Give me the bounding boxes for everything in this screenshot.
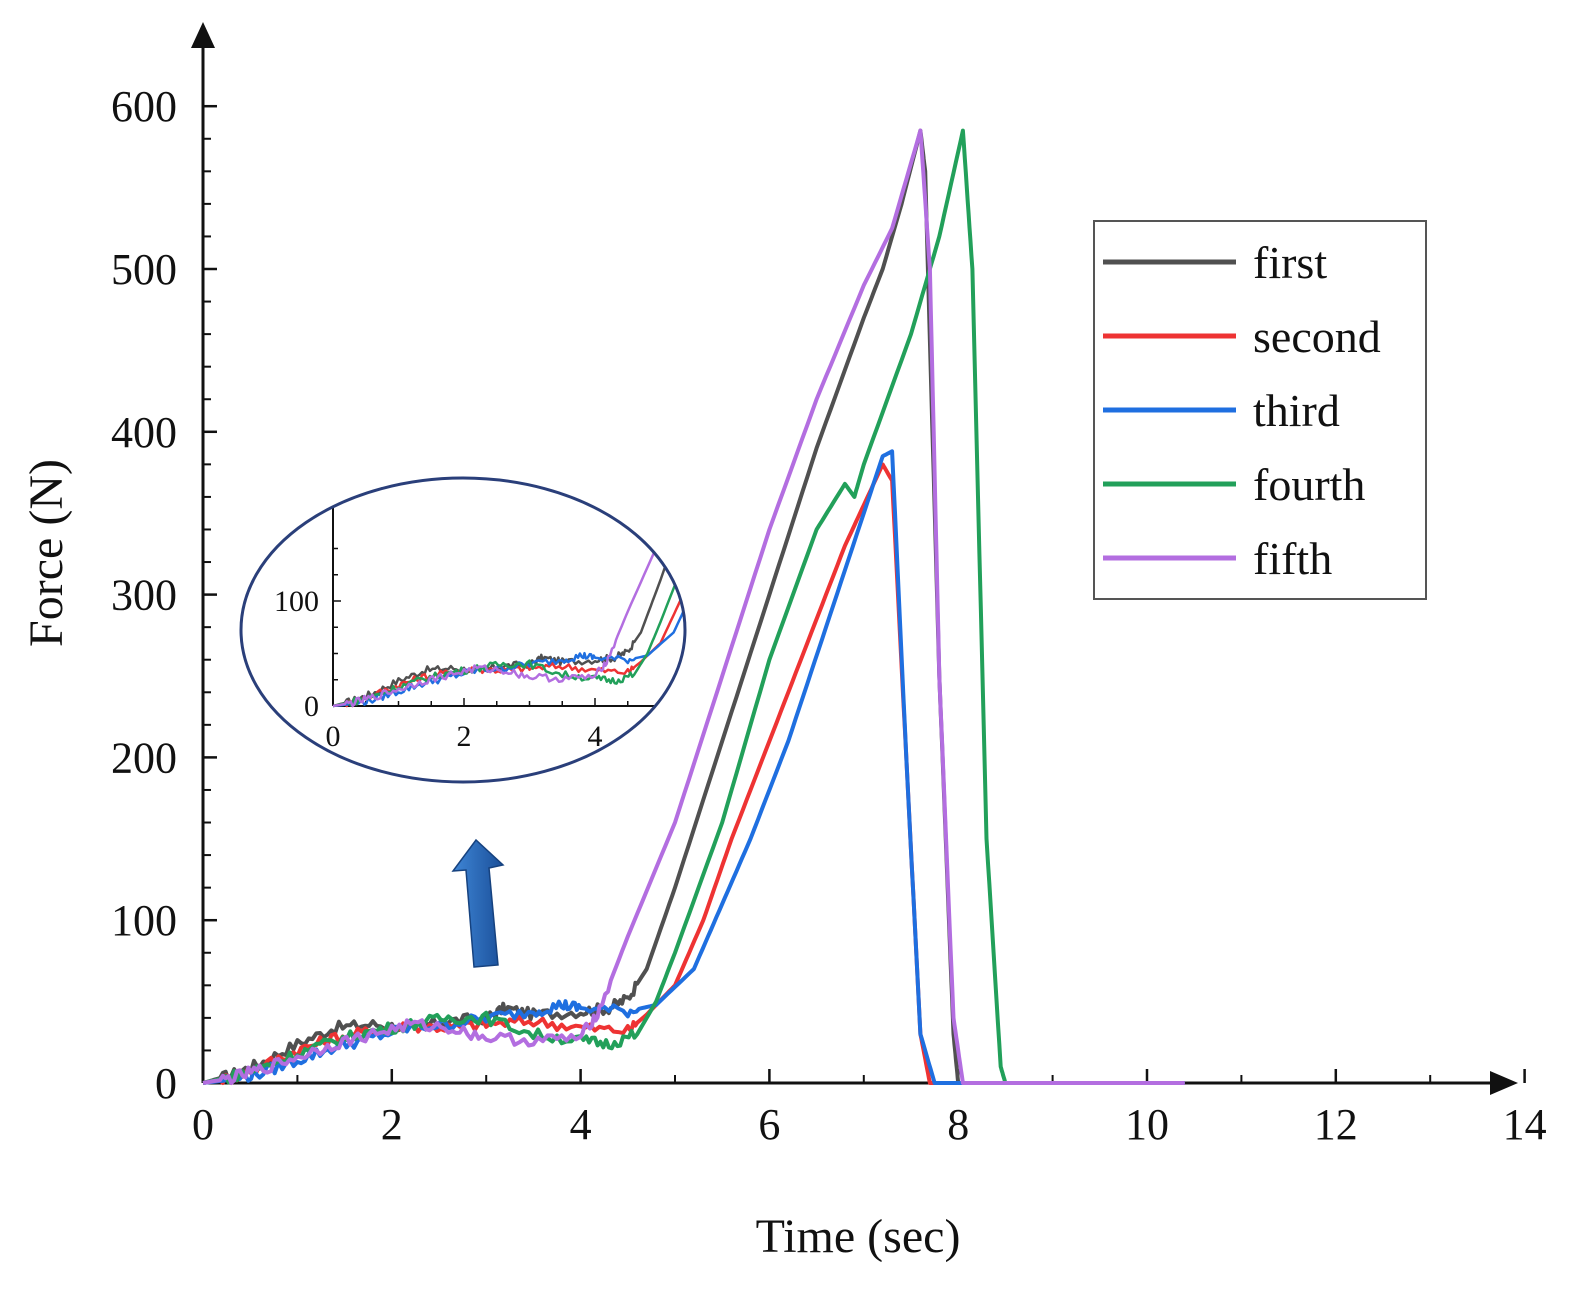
legend-label-second: second (1253, 311, 1381, 362)
inset-x-tick-label-2: 2 (457, 720, 472, 753)
y-tick-label-400: 400 (111, 408, 177, 457)
legend-label-first: first (1253, 237, 1327, 288)
zoom-arrow-icon (451, 838, 505, 968)
y-tick-label-300: 300 (111, 571, 177, 620)
x-tick-label-2: 2 (381, 1100, 403, 1149)
y-axis-arrow-icon (191, 22, 215, 48)
inset-y-tick-label-100: 100 (274, 585, 319, 618)
x-tick-label-0: 0 (192, 1100, 214, 1149)
inset-x-tick-label-0: 0 (326, 720, 341, 753)
x-tick-label-10: 10 (1125, 1100, 1169, 1149)
x-tick-label-4: 4 (570, 1100, 592, 1149)
x-axis-arrow-icon (1490, 1071, 1518, 1095)
x-tick-label-12: 12 (1314, 1100, 1358, 1149)
legend-label-third: third (1253, 385, 1340, 436)
y-axis-title: Force (N) (20, 459, 73, 647)
series-line-fifth (202, 128, 1185, 1085)
series-lines (202, 128, 1185, 1085)
legend-label-fourth: fourth (1253, 459, 1365, 510)
x-axis-title: Time (sec) (756, 1210, 961, 1263)
inset-series-line-fourth (332, 478, 685, 708)
inset-series-line-fifth (332, 478, 685, 708)
x-tick-label-8: 8 (947, 1100, 969, 1149)
y-tick-label-100: 100 (111, 896, 177, 945)
x-tick-label-6: 6 (758, 1100, 780, 1149)
inset-border (239, 476, 687, 784)
x-tick-label-14: 14 (1503, 1100, 1547, 1149)
y-tick-label-0: 0 (155, 1059, 177, 1108)
x-axis (203, 1071, 1518, 1095)
inset-y-tick-label-0: 0 (304, 690, 319, 723)
y-axis (191, 22, 215, 1083)
y-tick-label-500: 500 (111, 245, 177, 294)
inset-plot: 0 2 4 0 100 (274, 478, 685, 753)
legend-label-fifth: fifth (1253, 533, 1332, 584)
inset-x-tick-label-4: 4 (588, 720, 603, 753)
y-tick-label-600: 600 (111, 82, 177, 131)
legend: first second third fourth fifth (1093, 220, 1427, 600)
inset-zoom: 0 2 4 0 100 (239, 476, 687, 784)
y-tick-label-200: 200 (111, 733, 177, 782)
